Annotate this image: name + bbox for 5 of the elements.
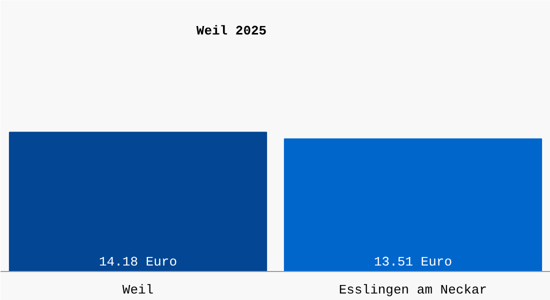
data-label: 14.18 Euro — [98, 254, 178, 270]
data-label: 13.51 Euro — [374, 254, 452, 270]
text: Weil 2025 — [196, 23, 267, 38]
x-tick-label: Esslingen am Neckar — [338, 282, 488, 298]
x-tick-label: Weil — [122, 282, 154, 298]
